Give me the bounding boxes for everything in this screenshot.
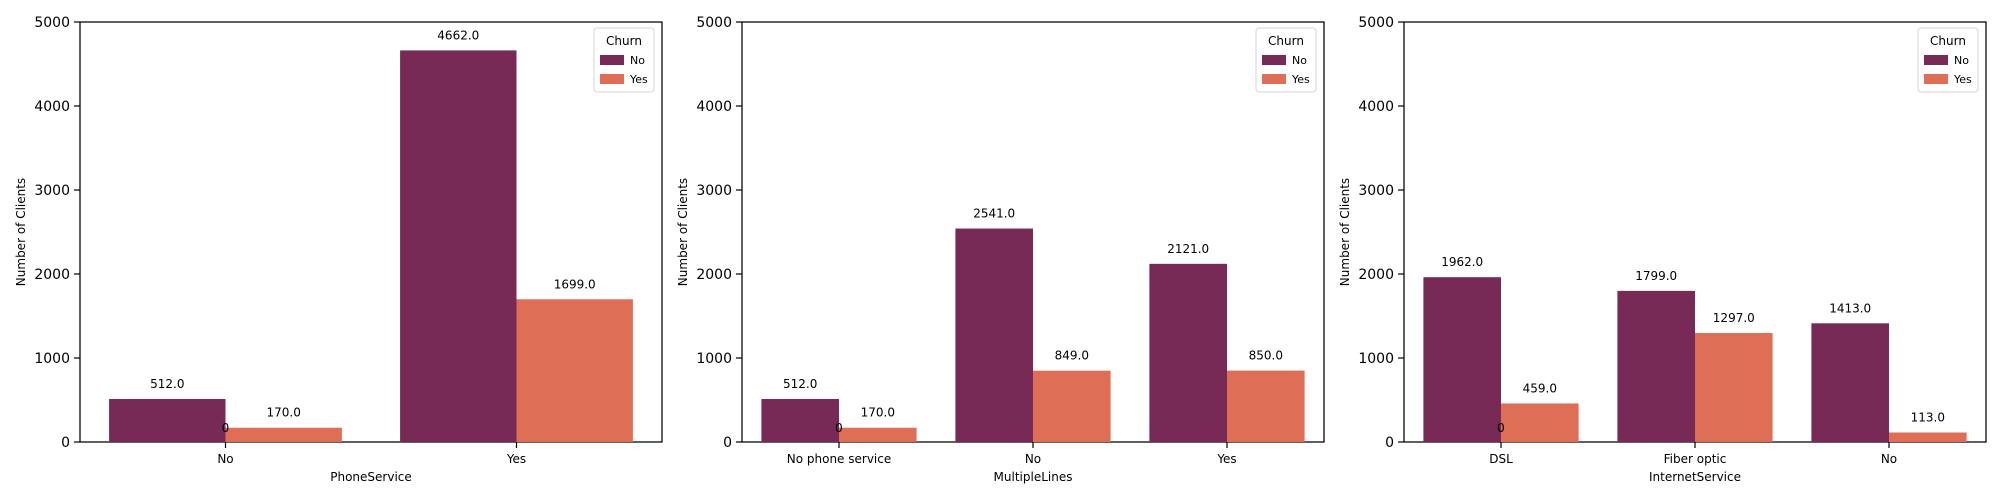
y-axis-label: Number of Clients [676,178,690,286]
legend-label: No [630,54,645,67]
x-tick-label: Yes [506,452,526,466]
bar-value-label: 4662.0 [437,28,479,42]
x-tick-label: Fiber optic [1664,452,1727,466]
bar-value-label: 459.0 [1523,381,1557,395]
bar-value-label: 849.0 [1055,349,1089,363]
bar-yes [1501,403,1579,442]
x-tick-label: No [1025,452,1041,466]
y-tick-label: 0 [1385,435,1394,451]
bar-value-label: 850.0 [1249,349,1283,363]
chart-panel-3: 0 1000 2000 3000 4000 5000 Number of Clients In… [1338,15,1987,484]
bar-no [1811,323,1889,442]
bar-value-label: 1962.0 [1441,255,1483,269]
legend-title: Churn [1268,34,1304,48]
legend: Churn No Yes [1255,27,1317,93]
legend-label: No [1292,54,1307,67]
x-axis-label: InternetService [1649,470,1741,484]
legend-label: No [1954,54,1969,67]
y-tick-label: 3000 [696,183,732,199]
bar-value-label: 1297.0 [1713,311,1755,325]
x-tick-label: No phone service [787,452,891,466]
legend-title: Churn [1930,34,1966,48]
y-tick-label: 2000 [34,267,70,283]
chart-panel-2: 0 1000 2000 3000 4000 5000 Number of Clients Mu… [676,15,1325,484]
bar-yes [1695,333,1773,442]
plot-frame [79,21,663,443]
y-tick-label: 1000 [34,351,70,367]
bar-no [1423,277,1501,442]
bar-no [955,228,1033,442]
bar-no [400,50,517,442]
y-tick-label: 2000 [1358,267,1394,283]
legend-label: Yes [1953,73,1972,86]
y-tick-label: 4000 [696,99,732,115]
bar-no [761,398,839,442]
bar-yes [1889,432,1967,442]
bar-no [1149,263,1227,442]
bar-yes [1033,370,1111,442]
zero-annotation: 0 [222,421,230,435]
y-tick-label: 3000 [1358,183,1394,199]
bar-value-label: 113.0 [1911,411,1945,425]
bar-value-label: 1799.0 [1635,269,1677,283]
zero-annotation: 0 [835,421,843,435]
y-tick-label: 5000 [1358,15,1394,31]
y-tick-label: 1000 [1358,351,1394,367]
x-tick-label: Yes [1216,452,1236,466]
x-tick-label: No [217,452,233,466]
y-tick-label: 0 [61,435,70,451]
y-tick-label: 1000 [696,351,732,367]
y-tick-label: 3000 [34,183,70,199]
bar-value-label: 2541.0 [973,207,1015,221]
legend: Churn No Yes [593,27,655,93]
legend-swatch [600,55,624,65]
bar-value-label: 170.0 [267,406,301,420]
y-axis-label: Number of Clients [14,178,28,286]
bar-value-label: 512.0 [783,377,817,391]
bar-no [109,398,226,442]
chart-panel-1: 0 1000 2000 3000 4000 5000 Number of Clients Ph… [14,15,663,484]
legend-label: Yes [1291,73,1310,86]
y-axis-label: Number of Clients [1338,178,1352,286]
bar-value-label: 2121.0 [1167,242,1209,256]
legend: Churn No Yes [1917,27,1979,93]
legend-swatch [600,74,624,84]
y-tick-label: 5000 [34,15,70,31]
bar-value-label: 512.0 [150,377,184,391]
bar-yes [225,427,342,442]
legend-swatch [1924,74,1948,84]
x-axis-label: MultipleLines [994,470,1073,484]
y-tick-label: 0 [723,435,732,451]
y-tick-label: 4000 [34,99,70,115]
bar-value-label: 1699.0 [554,277,596,291]
zero-annotation: 0 [1497,421,1505,435]
x-axis-label: PhoneService [330,470,412,484]
bar-value-label: 170.0 [861,406,895,420]
bar-value-label: 1413.0 [1829,301,1871,315]
legend-label: Yes [629,73,648,86]
legend-swatch [1262,55,1286,65]
y-tick-label: 5000 [696,15,732,31]
bar-yes [1227,370,1305,442]
bar-no [1617,290,1695,442]
x-tick-label: DSL [1489,452,1513,466]
y-tick-label: 2000 [696,267,732,283]
x-tick-label: No [1881,452,1897,466]
bar-yes [839,427,917,442]
y-tick-label: 4000 [1358,99,1394,115]
legend-title: Churn [606,34,642,48]
legend-swatch [1924,55,1948,65]
legend-swatch [1262,74,1286,84]
bar-yes [516,299,633,442]
